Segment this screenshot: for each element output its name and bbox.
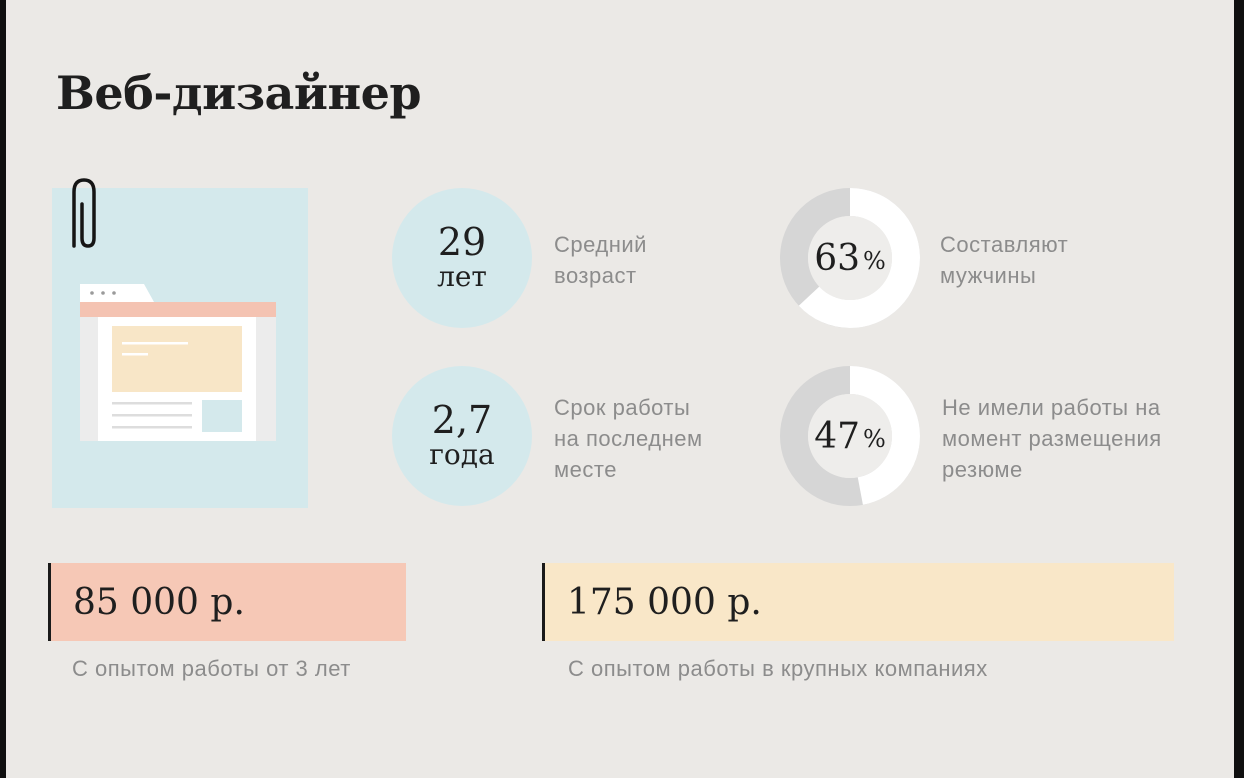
tenure-value: 2,7: [431, 398, 493, 442]
unemployed-label-line: Не имели работы на: [942, 395, 1161, 420]
paperclip-icon: [72, 178, 96, 248]
age-label-line: Средний: [554, 232, 647, 257]
age-circle: 29 лет: [392, 188, 532, 328]
donut-center: [808, 394, 892, 478]
unemployed-donut: 47 %: [780, 366, 920, 506]
salary-large-company: 175 000 р.: [542, 563, 1174, 641]
salary-experienced: 85 000 р.: [48, 563, 406, 641]
men-label-line: Составляют: [940, 232, 1069, 257]
unemployed-label-line: резюме: [942, 457, 1023, 482]
unemployed-percent: 47 %: [780, 366, 920, 506]
unemployed-label: Не имели работы на момент размещения рез…: [942, 392, 1162, 485]
tenure-label-line: Срок работы: [554, 395, 691, 420]
tenure-circle: 2,7 года: [392, 366, 532, 506]
donut-arc: [780, 366, 920, 506]
men-donut-chart: [780, 188, 920, 328]
infographic-card: Веб-дизайнер 29 лет Средний воз: [6, 0, 1234, 778]
age-label-line: возраст: [554, 263, 637, 288]
men-donut: 63 %: [780, 188, 920, 328]
browser-window-icon: [80, 284, 276, 441]
tenure-label-line: на последнем: [554, 426, 703, 451]
illustration: [52, 178, 308, 508]
donut-center: [808, 216, 892, 300]
men-label: Составляют мужчины: [940, 229, 1068, 291]
unemployed-percent-symbol: %: [863, 425, 886, 453]
unemployed-donut-chart: [780, 366, 920, 506]
tenure-label: Срок работы на последнем месте: [554, 392, 703, 485]
donut-arc: [780, 188, 920, 328]
age-unit: лет: [437, 260, 487, 293]
salary-large-company-caption: С опытом работы в крупных компаниях: [568, 656, 988, 681]
salary-experienced-amount: 85 000 р.: [73, 581, 245, 623]
page-title: Веб-дизайнер: [56, 66, 422, 120]
age-label: Средний возраст: [554, 229, 647, 291]
men-label-line: мужчины: [940, 263, 1037, 288]
salary-large-company-amount: 175 000 р.: [567, 581, 762, 623]
age-value: 29: [437, 220, 487, 264]
unemployed-label-line: момент размещения: [942, 426, 1162, 451]
men-percent-value: 63: [814, 237, 860, 279]
men-percent: 63 %: [780, 188, 920, 328]
salary-experienced-caption: С опытом работы от 3 лет: [72, 656, 351, 681]
tenure-label-line: месте: [554, 457, 617, 482]
unemployed-percent-value: 47: [814, 415, 860, 457]
tenure-unit: года: [429, 438, 495, 471]
men-percent-symbol: %: [863, 247, 886, 275]
